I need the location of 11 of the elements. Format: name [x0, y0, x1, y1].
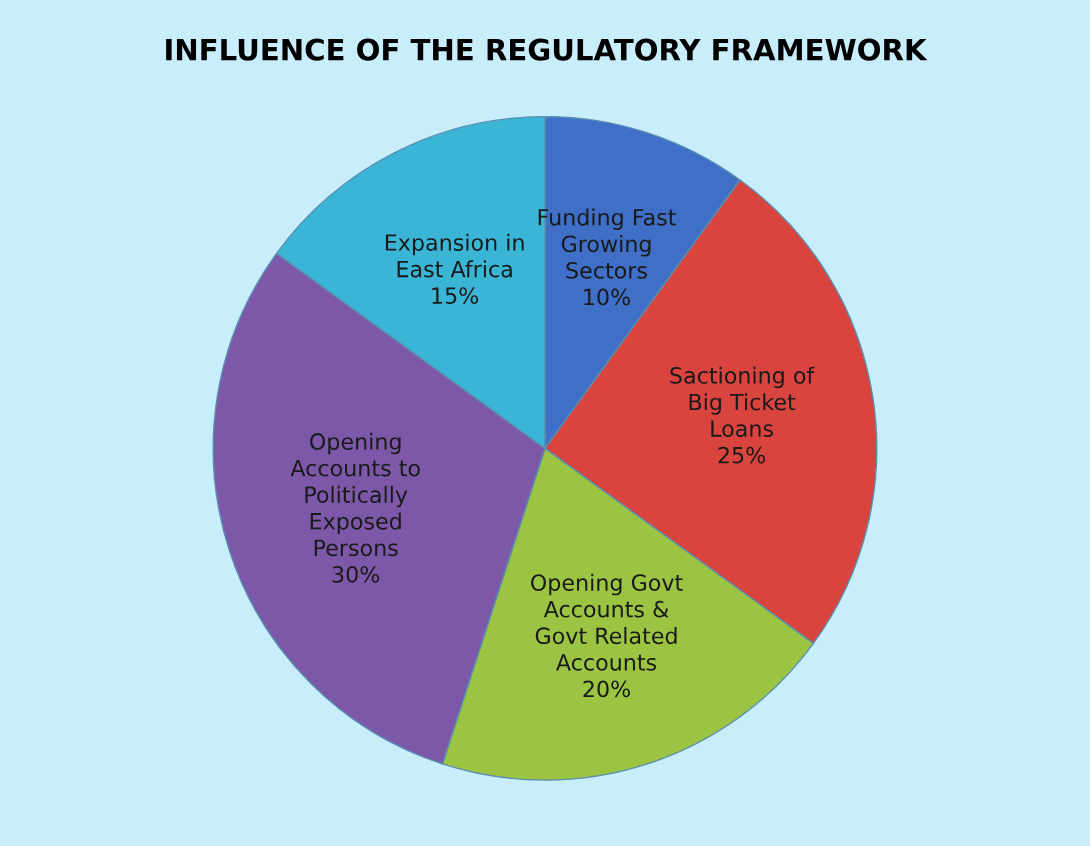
slice-label: Funding Fast Growing Sectors: [538, 208, 676, 279]
data-label: 20%: [583, 680, 630, 698]
slice-label: Opening Accounts to Politically Exposed Persons: [290, 432, 420, 557]
chart-title: INFLUENCE OF THE REGULATORY FRAMEWORK: [166, 38, 928, 61]
data-label: 10%: [584, 288, 630, 306]
data-label: 25%: [718, 446, 766, 464]
slice-label: Opening Govt Accounts & Govt Related Accounts: [531, 573, 683, 671]
data-label: 15%: [432, 287, 479, 305]
slice-label: Sactioning of Big Ticket Loans: [670, 366, 815, 437]
data-label: 30%: [332, 565, 380, 583]
slice-label: Expansion in East Africa: [385, 233, 524, 278]
